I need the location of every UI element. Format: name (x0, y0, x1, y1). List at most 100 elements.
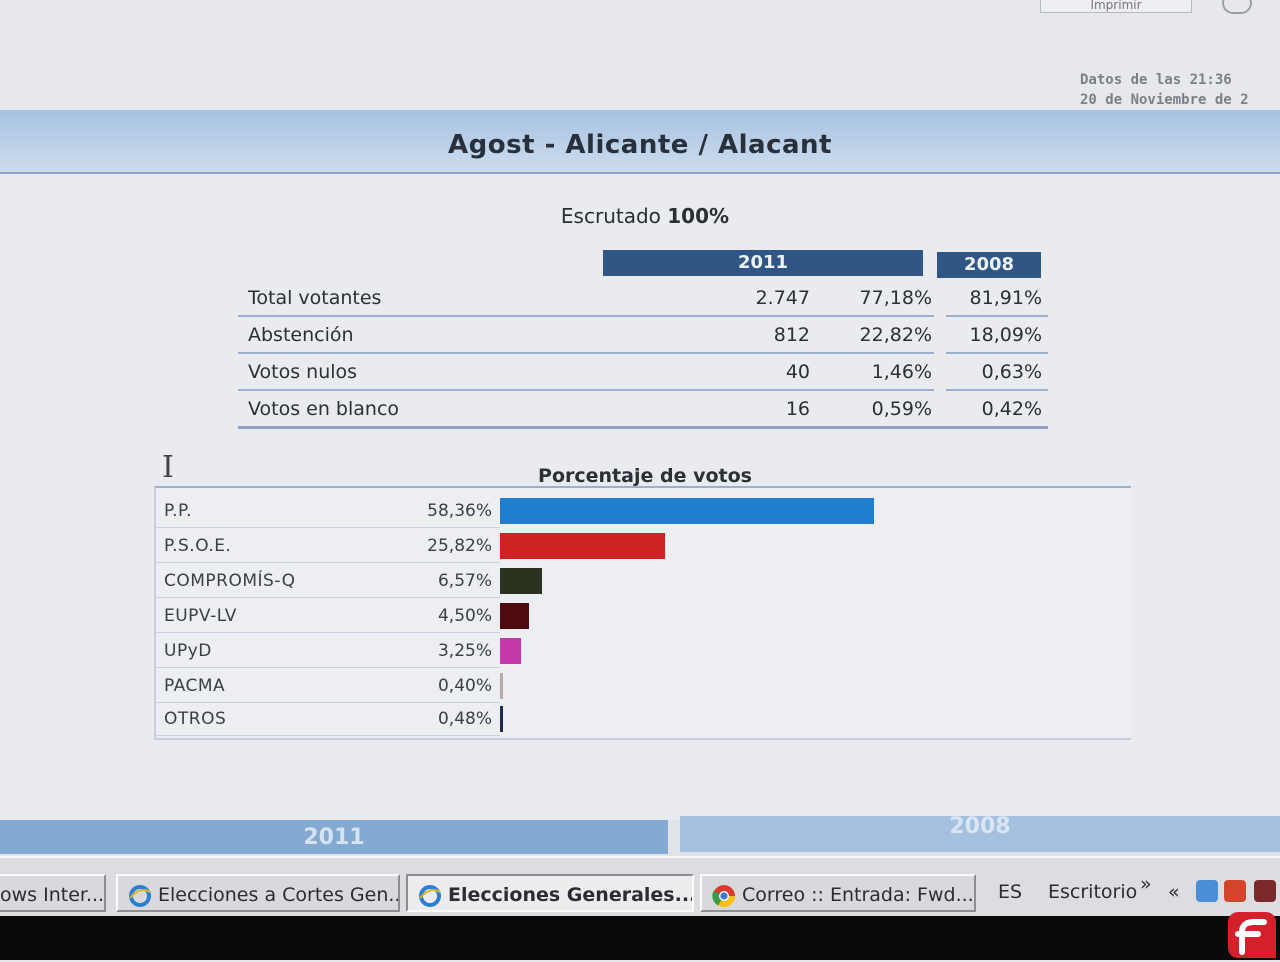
party-name: COMPROMÍS-Q (164, 571, 296, 591)
row-divider (156, 735, 500, 736)
tab-2011[interactable]: 2011 (0, 820, 668, 854)
row-divider (156, 632, 500, 633)
taskbar-item-label: Elecciones a Cortes Gen... (158, 884, 400, 906)
row-percentage-previous: 81,91% (946, 280, 1048, 317)
taskbar-item-ie-1[interactable]: ows Inter... (0, 874, 106, 912)
row-divider (156, 527, 500, 528)
toolbar-round-icon[interactable] (1222, 0, 1252, 14)
party-bar (500, 603, 529, 629)
row-percentage-previous: 0,42% (946, 390, 1048, 429)
data-timestamp-line1: Datos de las 21:36 (1080, 72, 1232, 88)
row-count: 2.747 (608, 280, 812, 317)
row-count: 812 (608, 316, 812, 354)
tray-expand-chevron-icon[interactable]: « (1168, 881, 1180, 903)
party-percentage: 6,57% (437, 571, 492, 591)
row-label: Votos nulos (238, 353, 608, 391)
chrome-icon (712, 884, 736, 907)
party-row: OTROS 0,48% (156, 702, 1131, 736)
taskbar-item-chrome[interactable]: Correo :: Entrada: Fwd... (700, 874, 976, 912)
language-indicator[interactable]: ES (998, 881, 1023, 903)
party-percentage: 0,40% (437, 676, 492, 696)
party-bar (500, 673, 503, 699)
row-divider (156, 702, 500, 703)
tray-app-icon[interactable] (1224, 880, 1246, 902)
row-count: 40 (608, 353, 812, 391)
party-percentage: 0,48% (437, 709, 492, 729)
row-divider (156, 562, 500, 563)
table-row: Votos en blanco 16 0,59% 0,42% (238, 390, 1048, 429)
party-percentage: 25,82% (427, 536, 492, 556)
taskbar-item-label: Correo :: Entrada: Fwd... (742, 884, 974, 906)
watermark-logo-glyph (1235, 919, 1267, 955)
party-name: P.P. (164, 501, 193, 521)
data-timestamp: Datos de las 21:36 20 de Noviembre de 2 (1080, 70, 1249, 110)
toolbar-more-chevron-icon[interactable]: » (1140, 873, 1152, 895)
taskbar-item-label: ows Inter... (0, 884, 105, 906)
party-name: PACMA (164, 676, 226, 696)
party-bar (500, 498, 874, 524)
desktop-toolbar[interactable]: Escritorio (1048, 881, 1138, 903)
escrutado-value: 100% (667, 204, 730, 228)
row-count: 16 (608, 390, 812, 429)
party-bar (500, 568, 543, 594)
table-row: Total votantes 2.747 77,18% 81,91% (238, 280, 1048, 317)
party-row: EUPV-LV 4,50% (156, 599, 1131, 633)
text-cursor-icon: I (162, 450, 174, 485)
row-percentage: 77,18% (812, 280, 934, 317)
party-percentage: 4,50% (437, 606, 492, 626)
row-percentage: 1,46% (812, 353, 934, 391)
ie-icon (419, 884, 441, 907)
party-row: P.P. 58,36% (156, 494, 1131, 528)
print-button[interactable]: Imprimir (1040, 0, 1192, 13)
party-name: EUPV-LV (164, 606, 237, 626)
ie-icon (129, 884, 151, 907)
participation-table: Total votantes 2.747 77,18% 81,91% Abstenció… (238, 280, 1048, 429)
escrutado-status: Escrutado 100% (0, 204, 1280, 228)
party-percentage: 58,36% (427, 501, 492, 521)
data-timestamp-line2: 20 de Noviembre de 2 (1080, 92, 1249, 108)
escrutado-label: Escrutado (560, 204, 661, 228)
party-row: P.S.O.E. 25,82% (156, 529, 1131, 563)
row-label: Abstención (238, 316, 608, 354)
row-divider (156, 597, 500, 598)
column-gap (934, 390, 946, 429)
tray-security-icon[interactable] (1254, 880, 1276, 902)
tray-network-icon[interactable] (1196, 880, 1218, 902)
page-title: Agost - Alicante / Alacant (448, 130, 832, 160)
browser-top-area (0, 0, 1280, 110)
watermark-logo-icon (1228, 912, 1276, 958)
party-bar (500, 533, 666, 559)
column-gap (934, 353, 946, 390)
row-percentage: 0,59% (812, 390, 934, 429)
title-band: Agost - Alicante / Alacant (0, 110, 1280, 174)
taskbar: ows Inter... Elecciones a Cortes Gen... … (0, 856, 1280, 918)
vote-percentage-chart: P.P. 58,36% P.S.O.E. 25,82% COMPROMÍS-Q 6,57%… (154, 486, 1131, 740)
party-row: COMPROMÍS-Q 6,57% (156, 564, 1131, 598)
party-bar (500, 706, 504, 732)
row-label: Total votantes (238, 280, 608, 317)
party-bar (500, 638, 521, 664)
row-percentage: 22,82% (812, 316, 934, 354)
year-header-previous: 2008 (937, 252, 1041, 278)
column-gap (934, 280, 946, 316)
party-name: P.S.O.E. (164, 536, 232, 556)
row-percentage-previous: 0,63% (946, 353, 1048, 391)
tab-2008[interactable]: 2008 (680, 816, 1280, 852)
party-row: UPyD 3,25% (156, 634, 1131, 668)
table-row: Abstención 812 22,82% 18,09% (238, 316, 1048, 354)
row-label: Votos en blanco (238, 390, 608, 429)
row-divider (156, 667, 500, 668)
taskbar-item-label: Elecciones Generales... (448, 884, 694, 906)
row-percentage-previous: 18,09% (946, 316, 1048, 354)
party-percentage: 3,25% (437, 641, 492, 661)
column-gap (934, 316, 946, 353)
monitor-bezel (0, 916, 1280, 960)
party-name: UPyD (164, 641, 212, 661)
table-row: Votos nulos 40 1,46% 0,63% (238, 353, 1048, 391)
party-row: PACMA 0,40% (156, 669, 1131, 703)
chart-title: Porcentaje de votos (538, 465, 752, 487)
year-header-current: 2011 (603, 250, 923, 276)
taskbar-item-ie-active[interactable]: Elecciones Generales... (406, 874, 694, 912)
party-name: OTROS (164, 709, 227, 729)
taskbar-item-ie-2[interactable]: Elecciones a Cortes Gen... (116, 874, 400, 912)
